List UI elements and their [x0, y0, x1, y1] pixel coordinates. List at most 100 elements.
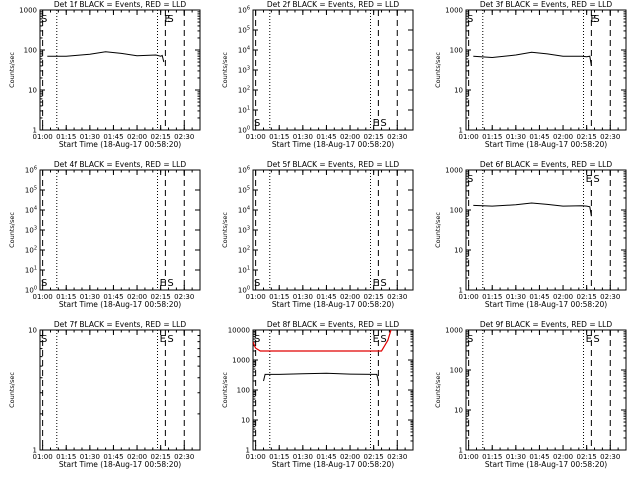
end-marker-label: E: [586, 174, 592, 185]
plot-frame: [252, 169, 414, 291]
x-tick-label: 01:00: [459, 293, 479, 301]
y-tick-label: 1: [33, 447, 37, 455]
x-axis-label: Start Time (18-Aug-17 00:58:20): [272, 140, 394, 149]
plot-frame: [39, 169, 201, 291]
x-tick-label: 02:30: [600, 133, 620, 141]
start-marker-label: S: [380, 334, 386, 345]
x-tick-label: 02:00: [127, 453, 147, 461]
y-tick-label: 101: [25, 266, 37, 275]
start-marker-label: S: [593, 14, 599, 25]
panel-title: Det 9f BLACK = Events, RED = LLD: [480, 320, 613, 329]
x-tick-label: 01:00: [246, 293, 266, 301]
y-axis-label: Counts/sec: [221, 212, 229, 248]
x-tick-label: 02:30: [600, 453, 620, 461]
start-marker-label: S: [41, 278, 47, 289]
y-axis-label: Counts/sec: [434, 212, 442, 248]
y-tick-label: 10: [454, 87, 463, 95]
x-axis-label: Start Time (18-Aug-17 00:58:20): [485, 460, 607, 469]
x-tick-label: 01:45: [103, 453, 123, 461]
start-marker-label: S: [167, 278, 173, 289]
events-series-line: [47, 51, 165, 63]
y-tick-label: 100: [450, 367, 463, 375]
y-axis-label: Counts/sec: [434, 372, 442, 408]
y-tick-label: 1000: [19, 7, 37, 15]
panel-det-1: Det 1f BLACK = Events, RED = LLD 1 10 100 10…: [8, 0, 201, 149]
y-tick-label: 102: [25, 246, 37, 255]
x-tick-label: 02:15: [577, 133, 597, 141]
y-tick-label: 1000: [445, 7, 463, 15]
x-tick-label: 01:30: [506, 133, 526, 141]
x-tick-label: 02:30: [387, 293, 407, 301]
panel-title: Det 6f BLACK = Events, RED = LLD: [480, 160, 613, 169]
plot-frame: [39, 329, 201, 451]
x-axis-label: Start Time (18-Aug-17 00:58:20): [272, 460, 394, 469]
start-marker-label: S: [254, 278, 260, 289]
x-tick-label: 01:45: [316, 133, 336, 141]
y-tick-label: 10: [454, 247, 463, 255]
x-tick-label: 02:15: [364, 133, 384, 141]
y-tick-label: 100: [238, 126, 250, 135]
panel-title: Det 2f BLACK = Events, RED = LLD: [267, 0, 400, 9]
y-tick-label: 1000: [445, 167, 463, 175]
x-tick-label: 01:45: [529, 133, 549, 141]
y-tick-label: 10: [28, 87, 37, 95]
end-marker-label: E: [373, 118, 379, 129]
y-tick-label: 103: [238, 226, 250, 235]
start-marker-label: S: [254, 334, 260, 345]
x-tick-label: 02:15: [151, 293, 171, 301]
x-axis-label: Start Time (18-Aug-17 00:58:20): [59, 140, 181, 149]
events-series-line: [473, 51, 592, 66]
x-tick-label: 02:15: [577, 293, 597, 301]
x-tick-label: 01:15: [269, 133, 289, 141]
x-tick-label: 02:15: [364, 293, 384, 301]
y-tick-label: 1: [459, 447, 463, 455]
start-marker-label: S: [41, 14, 47, 25]
x-axis-label: Start Time (18-Aug-17 00:58:20): [59, 460, 181, 469]
panel-det-3: Det 3f BLACK = Events, RED = LLD 1 10 100 10…: [434, 0, 627, 149]
end-marker-label: E: [160, 334, 166, 345]
x-axis-label: Start Time (18-Aug-17 00:58:20): [485, 300, 607, 309]
y-tick-label: 100: [450, 47, 463, 55]
y-tick-label: 104: [25, 206, 37, 215]
y-tick-label: 101: [238, 266, 250, 275]
end-marker-label: E: [586, 334, 592, 345]
x-tick-label: 02:30: [600, 293, 620, 301]
x-tick-label: 01:00: [33, 133, 53, 141]
x-axis-label: Start Time (18-Aug-17 00:58:20): [485, 140, 607, 149]
x-tick-label: 02:00: [127, 293, 147, 301]
x-tick-label: 01:30: [506, 453, 526, 461]
x-tick-label: 01:30: [80, 453, 100, 461]
y-tick-label: 105: [238, 186, 250, 195]
x-tick-label: 01:30: [80, 293, 100, 301]
panel-det-6: Det 6f BLACK = Events, RED = LLD 1 10 100 10…: [434, 160, 627, 309]
panel-title: Det 5f BLACK = Events, RED = LLD: [267, 160, 400, 169]
start-marker-label: S: [41, 334, 47, 345]
y-axis-label: Counts/sec: [8, 212, 16, 248]
x-tick-label: 02:00: [340, 133, 360, 141]
x-tick-label: 01:30: [80, 133, 100, 141]
start-marker-label: S: [593, 174, 599, 185]
events-series-line: [263, 372, 379, 382]
x-tick-label: 01:00: [246, 133, 266, 141]
x-tick-label: 01:00: [33, 293, 53, 301]
x-tick-label: 02:30: [387, 453, 407, 461]
x-tick-label: 01:15: [56, 453, 76, 461]
x-tick-label: 02:00: [553, 293, 573, 301]
plot-frame: [39, 9, 201, 131]
x-tick-label: 01:30: [293, 133, 313, 141]
y-tick-label: 106: [25, 166, 37, 175]
panel-det-7: Det 7f BLACK = Events, RED = LLD 1 10 01:00…: [8, 320, 201, 469]
x-tick-label: 02:15: [151, 453, 171, 461]
x-tick-label: 02:30: [174, 293, 194, 301]
start-marker-label: S: [593, 334, 599, 345]
x-tick-label: 02:15: [364, 453, 384, 461]
x-axis-label: Start Time (18-Aug-17 00:58:20): [59, 300, 181, 309]
x-tick-label: 01:00: [459, 133, 479, 141]
y-tick-label: 1: [246, 447, 250, 455]
y-tick-label: 100: [450, 207, 463, 215]
y-tick-label: 103: [25, 226, 37, 235]
x-tick-label: 01:15: [482, 133, 502, 141]
x-tick-label: 02:00: [127, 133, 147, 141]
plot-frame: [465, 9, 627, 131]
x-tick-label: 01:15: [56, 133, 76, 141]
